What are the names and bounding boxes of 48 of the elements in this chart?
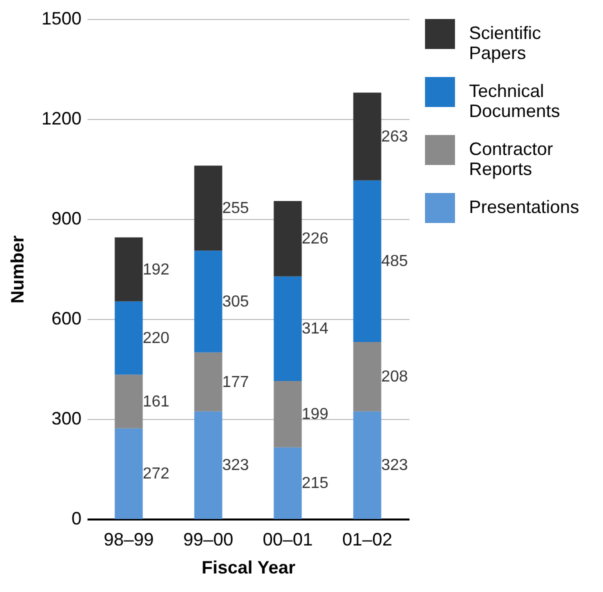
bar: [114, 301, 143, 375]
x-tick-label: 00–01: [262, 530, 313, 550]
x-tick-label: 98–99: [104, 530, 154, 550]
bar: [194, 352, 222, 412]
y-tick-label: 600: [51, 308, 82, 328]
bar: [353, 342, 382, 412]
bar: [353, 180, 382, 342]
data-label: 485: [381, 253, 408, 270]
bar: [274, 381, 302, 448]
x-axis-title: Fiscal Year: [202, 558, 296, 578]
y-tick-label: 1500: [41, 8, 82, 28]
data-label: 263: [381, 128, 408, 146]
data-label: 323: [381, 457, 408, 474]
bar: [194, 411, 222, 519]
bar: [194, 250, 222, 352]
data-label: 272: [142, 466, 170, 483]
y-axis-title: Number: [7, 235, 28, 304]
y-tick-label: 300: [51, 408, 82, 428]
data-label: 208: [381, 368, 408, 386]
data-label: 220: [142, 330, 170, 347]
x-tick-label: 99–00: [183, 530, 234, 550]
data-label: 314: [302, 320, 329, 338]
bar: [114, 237, 143, 302]
bar: [274, 201, 302, 276]
x-tick-label: 01–02: [342, 530, 392, 550]
bar: [353, 92, 382, 180]
bar: [194, 166, 222, 251]
data-label: 323: [222, 457, 250, 474]
y-tick-label: 900: [51, 208, 82, 228]
legend-label: Technical Documents: [469, 81, 560, 121]
data-label: 255: [222, 200, 250, 218]
data-label: 177: [222, 374, 250, 391]
legend-label: Presentations: [469, 197, 580, 217]
data-label: 192: [142, 261, 170, 278]
bar: [114, 428, 143, 519]
data-label: 215: [302, 475, 329, 492]
y-tick-label: 1200: [41, 108, 82, 128]
bar: [274, 276, 302, 381]
data-label: 161: [142, 394, 170, 410]
data-label: 305: [222, 294, 250, 310]
legend-label: Scientific Papers: [469, 23, 542, 63]
bar: [274, 447, 302, 519]
y-tick-label: 0: [71, 508, 82, 528]
bar: [114, 374, 143, 428]
bar: [353, 411, 382, 519]
legend-label: Contractor Reports: [469, 139, 554, 179]
data-label: 199: [302, 406, 329, 424]
data-label: 226: [302, 230, 329, 248]
